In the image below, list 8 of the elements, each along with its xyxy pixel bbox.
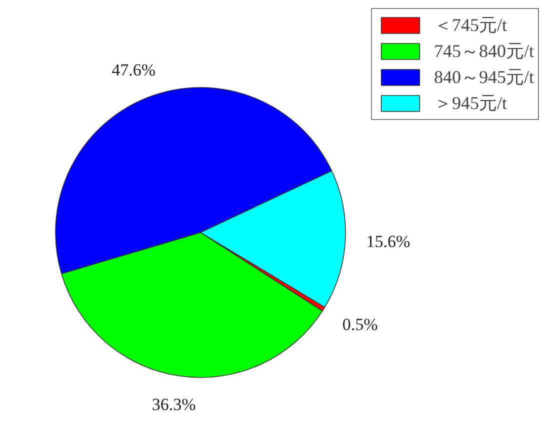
data-label: 47.6% — [112, 60, 156, 80]
legend-label: 745～840元/t — [434, 40, 534, 63]
data-label: 15.6% — [366, 232, 410, 251]
data-label: 0.5% — [342, 314, 378, 334]
legend-label: ＞945元/t — [434, 92, 507, 115]
legend-label: 840～945元/t — [434, 66, 534, 89]
legend-label: ＜745元/t — [434, 14, 507, 37]
data-label: 36.3% — [152, 395, 196, 414]
